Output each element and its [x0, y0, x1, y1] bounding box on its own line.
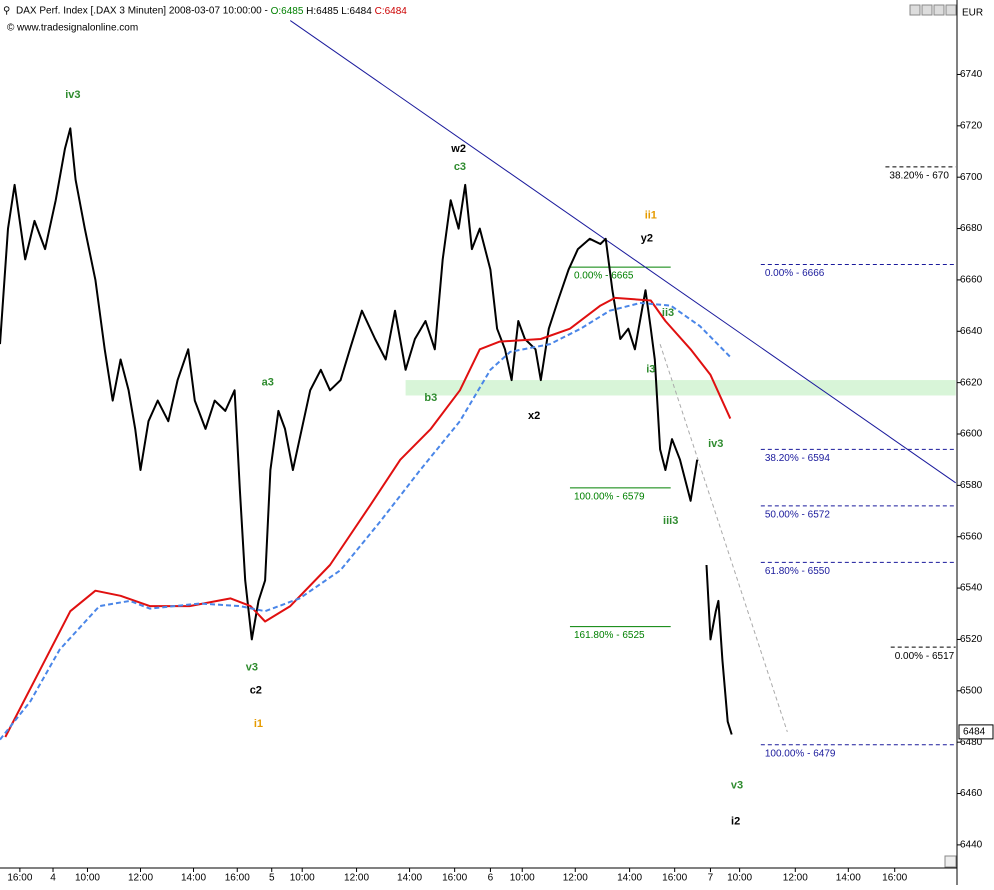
last-price-box [958, 724, 994, 740]
y-tick-label: 6620 [960, 377, 983, 388]
source: www.tradesignalonline.com [16, 23, 138, 34]
y-tick-label: 6660 [960, 275, 983, 286]
y-tick-label: 6680 [960, 223, 983, 234]
x-tick-label: 10:00 [727, 873, 752, 884]
x-tick-label: 14:00 [617, 873, 642, 884]
header-title: DAX Perf. Index [.DAX 3 Minuten] 2008-03… [16, 6, 407, 17]
wave-label: b3 [424, 392, 437, 404]
fib-label: 38.20% - 670 [889, 171, 949, 182]
y-tick-label: 6480 [960, 737, 983, 748]
fib-label: 38.20% - 6594 [765, 453, 830, 464]
fib-label: 50.00% - 6572 [765, 510, 830, 521]
x-tick-label: 16:00 [225, 873, 250, 884]
x-tick-label: 12:00 [128, 873, 153, 884]
x-tick-label: 16:00 [882, 873, 907, 884]
y-tick-label: 6580 [960, 480, 983, 491]
button[interactable] [909, 4, 921, 16]
wave-label: x2 [528, 410, 540, 422]
x-tick-label: 6 [488, 873, 494, 884]
x-tick-label: 4 [50, 873, 56, 884]
wave-label: a3 [262, 377, 274, 389]
x-tick-label: 14:00 [181, 873, 206, 884]
y-tick-label: 6440 [960, 840, 983, 851]
symbol-icon: ⚲ [3, 6, 10, 17]
support-zone [405, 380, 956, 396]
wave-label: w2 [450, 143, 466, 155]
button[interactable] [921, 4, 933, 16]
quote-value: O:6485 [268, 6, 304, 17]
wave-label: ii3 [662, 307, 674, 319]
x-tick-label: 12:00 [563, 873, 588, 884]
fib-label: 61.80% - 6550 [765, 566, 830, 577]
x-tick-label: 5 [269, 873, 275, 884]
y-tick-label: 6460 [960, 788, 983, 799]
button[interactable] [945, 4, 957, 16]
trendline [289, 20, 956, 484]
x-tick-label: 14:00 [397, 873, 422, 884]
x-tick-label: 14:00 [836, 873, 861, 884]
quote-value: L:6484 [338, 6, 372, 17]
x-tick-label: 10:00 [290, 873, 315, 884]
y-tick-label: 6540 [960, 583, 983, 594]
y-tick-label: 6640 [960, 326, 983, 337]
y-tick-label: 6600 [960, 429, 983, 440]
x-tick-label: 16:00 [442, 873, 467, 884]
currency: EUR [962, 8, 983, 19]
wave-label: i1 [254, 718, 263, 730]
wave-label: i3 [646, 364, 655, 376]
source-icon: © [7, 23, 15, 34]
series-line [4, 296, 732, 738]
fib-label: 0.00% - 6666 [765, 268, 825, 279]
y-tick-label: 6520 [960, 634, 983, 645]
series-line [0, 127, 733, 735]
x-tick-label: 12:00 [783, 873, 808, 884]
fib-label: 100.00% - 6579 [574, 492, 645, 503]
x-tick-label: 12:00 [344, 873, 369, 884]
x-tick-label: 16:00 [662, 873, 687, 884]
wave-label: v3 [246, 662, 258, 674]
y-tick-label: 6740 [960, 69, 983, 80]
y-tick-label: 6700 [960, 172, 983, 183]
x-tick-label: 16:00 [7, 873, 32, 884]
fib-label: 0.00% - 6517 [895, 651, 955, 662]
trendline [659, 343, 788, 733]
y-tick-label: 6720 [960, 120, 983, 131]
wave-label: iv3 [65, 89, 80, 101]
wave-label: v3 [731, 780, 743, 792]
wave-label: c2 [250, 685, 262, 697]
quote-value: C:6484 [372, 6, 407, 17]
wave-label: i2 [731, 816, 740, 828]
scroll-corner[interactable] [944, 855, 957, 868]
wave-label: c3 [454, 161, 466, 173]
x-tick-label: 10:00 [510, 873, 535, 884]
last-price-label: 6484 [963, 727, 986, 738]
window-buttons[interactable] [909, 4, 957, 16]
wave-label: y2 [641, 233, 653, 245]
wave-label: ii1 [645, 210, 657, 222]
x-tick-label: 7 [708, 873, 714, 884]
y-tick-label: 6500 [960, 685, 983, 696]
button[interactable] [933, 4, 945, 16]
x-tick-label: 10:00 [75, 873, 100, 884]
y-tick-label: 6560 [960, 531, 983, 542]
fib-label: 100.00% - 6479 [765, 748, 836, 759]
fib-label: 161.80% - 6525 [574, 630, 645, 641]
series-line [0, 302, 732, 741]
fib-label: 0.00% - 6665 [574, 271, 634, 282]
quote-value: H:6485 [303, 6, 338, 17]
wave-label: iii3 [663, 515, 678, 527]
wave-label: iv3 [708, 438, 723, 450]
